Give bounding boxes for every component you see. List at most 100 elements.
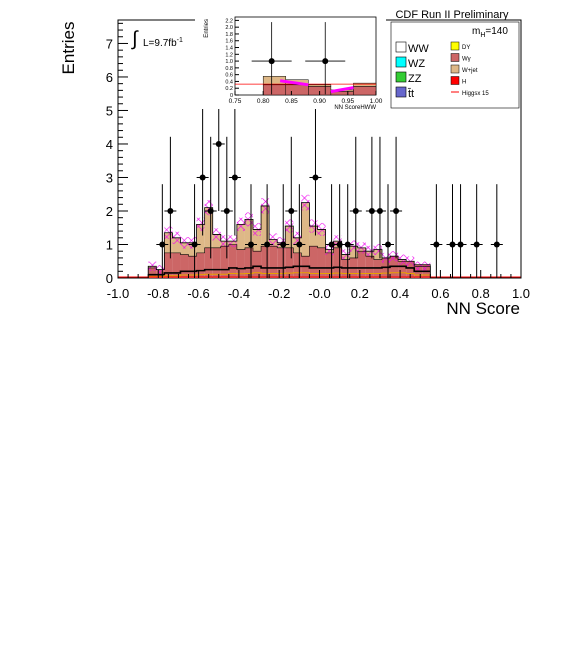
- bar-wgamma: [253, 251, 262, 278]
- inset-x-tick-label: 0.85: [285, 98, 298, 105]
- inset-bar-wgamma: [285, 84, 309, 96]
- data-point: [280, 241, 287, 248]
- inset-y-tick-label: 1.0: [225, 59, 233, 65]
- bar-wjet: [261, 205, 270, 247]
- bar-wjet: [317, 229, 326, 248]
- x-tick-label: 0.4: [391, 286, 409, 301]
- bar-wgamma: [277, 247, 286, 278]
- bar-wgamma: [317, 247, 326, 278]
- bar-wgamma: [236, 249, 245, 278]
- data-point: [288, 207, 295, 214]
- inset-y-tick-label: 0.6: [225, 73, 233, 79]
- legend-swatch: [395, 71, 407, 83]
- bar-wgamma: [333, 247, 342, 278]
- bar-wjet: [244, 219, 254, 248]
- data-point: [393, 207, 400, 214]
- bar-wgamma: [301, 256, 310, 278]
- data-point: [376, 207, 383, 214]
- x-axis-label: NN Score: [446, 299, 520, 318]
- inset-y-tick-label: 1.4: [225, 46, 233, 52]
- luminosity-label: L=9.7fb-1: [143, 37, 183, 49]
- y-tick-label: 4: [106, 137, 113, 152]
- inset-y-tick-label: 0.2: [225, 86, 233, 92]
- mass-label: mH=140: [472, 26, 508, 39]
- bar-wjet: [196, 224, 205, 253]
- bar-wgamma: [390, 256, 399, 278]
- inset-uncertainty: [279, 79, 309, 87]
- x-tick-label: -0.2: [268, 286, 290, 301]
- x-tick-label: 0.8: [472, 286, 490, 301]
- bar-wjet: [172, 237, 181, 253]
- bar-wgamma: [261, 246, 270, 278]
- y-tick-label: 0: [106, 271, 113, 286]
- bar-wgamma: [309, 246, 318, 278]
- bar-wgamma: [180, 254, 189, 278]
- inset-y-axis-label: Entries: [204, 19, 210, 38]
- bar-wgamma: [285, 247, 294, 278]
- inset-bar-wgamma: [353, 86, 377, 96]
- inset-x-tick-label: 0.80: [257, 98, 270, 105]
- y-tick-label: 2: [106, 204, 113, 219]
- legend-label: H: [462, 80, 466, 86]
- bar-wgamma: [164, 252, 173, 278]
- data-point: [159, 241, 166, 248]
- x-tick-label: 0.2: [351, 286, 369, 301]
- inset-y-tick-label: 2.0: [225, 25, 233, 31]
- inset-data-point: [322, 58, 329, 65]
- data-point: [344, 241, 351, 248]
- legend-swatch: [395, 86, 407, 98]
- bar-wjet: [309, 226, 318, 247]
- integral-sign: ∫: [131, 28, 139, 50]
- x-tick-label: -1.0: [107, 286, 129, 301]
- y-tick-label: 1: [106, 237, 113, 252]
- data-point: [231, 174, 238, 181]
- x-tick-label: -0.6: [187, 286, 209, 301]
- bar-wjet: [301, 202, 310, 257]
- y-tick-label: 6: [106, 70, 113, 85]
- bar-wgamma: [293, 252, 302, 278]
- wgamma-outline: [147, 244, 431, 278]
- x-tick-label: 1.0: [512, 286, 530, 301]
- legend-label: ZZ: [408, 73, 422, 85]
- chart-title: CDF Run II Preliminary: [395, 9, 509, 21]
- bar-wgamma: [212, 247, 221, 278]
- ww-line: [148, 265, 431, 276]
- data-point: [247, 241, 254, 248]
- bar-wgamma: [325, 252, 334, 278]
- bar-wgamma: [228, 244, 237, 278]
- legend-swatch: [450, 76, 460, 85]
- x-tick-label: -0.0: [308, 286, 330, 301]
- data-point: [328, 241, 335, 248]
- legend-swatch: [450, 41, 460, 51]
- y-tick-label: 7: [106, 36, 113, 51]
- inset-bar-wjet: [308, 84, 332, 87]
- bar-wgamma: [398, 261, 407, 278]
- inset-uncertainty: [330, 86, 354, 94]
- bar-wgamma: [220, 246, 229, 278]
- legend-label: W+jet: [462, 68, 478, 74]
- data-point: [433, 241, 440, 248]
- data-point: [207, 207, 214, 214]
- inset-x-tick-label: 0.75: [229, 98, 242, 105]
- bar-wgamma: [373, 259, 382, 278]
- legend-swatch: [450, 64, 460, 74]
- data-point: [167, 207, 174, 214]
- legend-label: WZ: [408, 58, 425, 70]
- inset-x-axis-label: NN ScoreHWW: [334, 105, 376, 111]
- bar-wgamma: [365, 256, 374, 278]
- bar-wgamma: [269, 246, 278, 278]
- inset-data-point: [268, 58, 275, 65]
- inset-bar-wgamma: [262, 84, 287, 96]
- inset-y-tick-label: 2.2: [225, 18, 233, 24]
- inset-x-tick-label: 0.95: [341, 98, 354, 105]
- bar-wgamma: [172, 252, 181, 278]
- data-point: [449, 241, 456, 248]
- inset-y-tick-label: 0.4: [225, 79, 233, 85]
- data-point: [264, 241, 271, 248]
- data-point: [473, 241, 480, 248]
- legend-label: Higgsx 15: [462, 91, 489, 97]
- data-point: [199, 174, 206, 181]
- inset-y-tick-label: 0.8: [225, 66, 233, 72]
